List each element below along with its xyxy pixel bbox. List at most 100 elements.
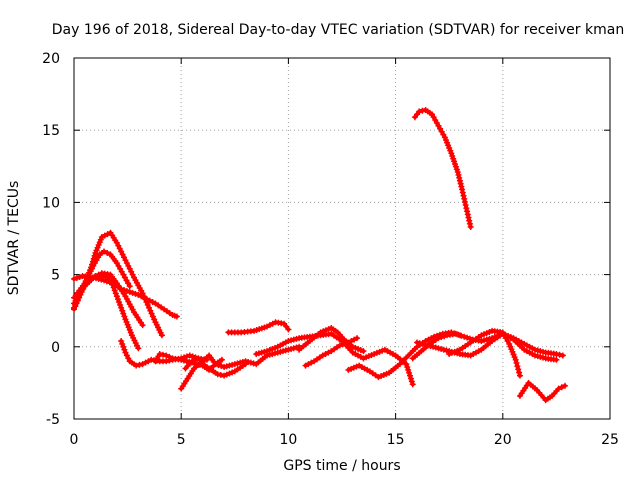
data-point: [163, 358, 170, 365]
data-point: [464, 211, 471, 218]
data-point: [118, 304, 125, 311]
data-point: [463, 205, 470, 212]
data-point: [458, 183, 465, 190]
data-point: [465, 214, 472, 221]
data-point: [148, 310, 155, 317]
series-arc-18: [516, 379, 568, 404]
data-point: [461, 198, 468, 205]
data-point: [91, 252, 98, 259]
data-point: [336, 342, 343, 349]
y-tick-label: 0: [51, 340, 60, 356]
x-axis-label: GPS time / hours: [283, 458, 400, 474]
data-point: [516, 369, 523, 376]
series-arc-11: [253, 330, 416, 388]
data-point: [555, 385, 562, 392]
data-point: [354, 335, 361, 342]
data-point: [460, 192, 467, 199]
data-point: [218, 356, 225, 363]
data-point: [559, 352, 566, 359]
data-point: [456, 177, 463, 184]
data-point: [455, 171, 462, 178]
data-point: [406, 372, 413, 379]
data-point: [406, 369, 413, 376]
x-tick-label: 0: [70, 432, 79, 448]
data-point: [561, 382, 568, 389]
data-point: [192, 356, 199, 363]
data-point: [111, 287, 118, 294]
data-point: [139, 322, 146, 329]
data-point: [121, 346, 128, 353]
data-point: [404, 364, 411, 371]
data-point: [215, 362, 222, 369]
data-point: [120, 310, 127, 317]
data-point: [87, 267, 94, 274]
data-point: [452, 330, 459, 337]
data-point: [188, 358, 195, 365]
data-point: [89, 258, 96, 265]
data-point: [146, 304, 153, 311]
data-point: [285, 326, 292, 333]
series-trail: [254, 331, 415, 387]
data-point: [86, 269, 93, 276]
data-point: [123, 287, 130, 294]
data-point: [342, 340, 349, 347]
data-point: [461, 195, 468, 202]
chart-title: Day 196 of 2018, Sidereal Day-to-day VTE…: [52, 22, 624, 38]
data-point: [166, 353, 173, 360]
data-point: [461, 333, 468, 340]
data-point: [435, 335, 442, 342]
grid-lines: [74, 58, 610, 419]
data-point: [103, 278, 110, 285]
data-point: [457, 180, 464, 187]
data-point: [515, 366, 522, 373]
data-point: [217, 371, 224, 378]
x-ticks: 0 5 10 15 20 25: [70, 58, 619, 448]
series-arc-13: [302, 335, 361, 369]
x-tick-label: 10: [279, 432, 297, 448]
data-point: [173, 313, 180, 320]
data-point: [516, 372, 523, 379]
data-point: [121, 313, 128, 320]
data-point: [466, 220, 473, 227]
series-trail: [412, 107, 473, 229]
data-point: [76, 274, 83, 281]
data-point: [454, 169, 461, 176]
data-point: [189, 353, 196, 360]
data-point: [151, 316, 158, 323]
y-tick-label: 20: [42, 51, 60, 67]
data-point: [553, 356, 560, 363]
plot-frame: [73, 57, 611, 420]
y-tick-label: 10: [42, 195, 60, 211]
data-point: [129, 289, 136, 296]
y-axis-label: SDTVAR / TECUs: [6, 181, 22, 296]
data-point: [101, 248, 108, 255]
data-point: [90, 255, 97, 262]
data-point: [119, 340, 126, 347]
data-point: [458, 332, 465, 339]
y-tick-label: 5: [51, 268, 60, 284]
data-point: [405, 366, 412, 373]
data-point: [242, 361, 249, 368]
data-point: [159, 351, 166, 358]
data-point: [147, 307, 154, 314]
data-point: [114, 296, 121, 303]
data-point: [456, 174, 463, 181]
series-arc-5: [71, 273, 180, 320]
data-point: [513, 359, 520, 366]
data-point: [119, 307, 126, 314]
data-point: [118, 338, 125, 345]
data-point: [116, 299, 123, 306]
data-point: [455, 331, 462, 338]
data-point: [106, 279, 113, 286]
data-point: [462, 202, 469, 209]
data-point: [360, 348, 367, 355]
data-point: [466, 217, 473, 224]
data-point: [73, 274, 80, 281]
data-point: [464, 208, 471, 215]
y-tick-label: 15: [42, 123, 60, 139]
data-series: [71, 106, 568, 404]
data-point: [132, 290, 139, 297]
data-point: [416, 108, 423, 115]
data-point: [104, 249, 111, 256]
